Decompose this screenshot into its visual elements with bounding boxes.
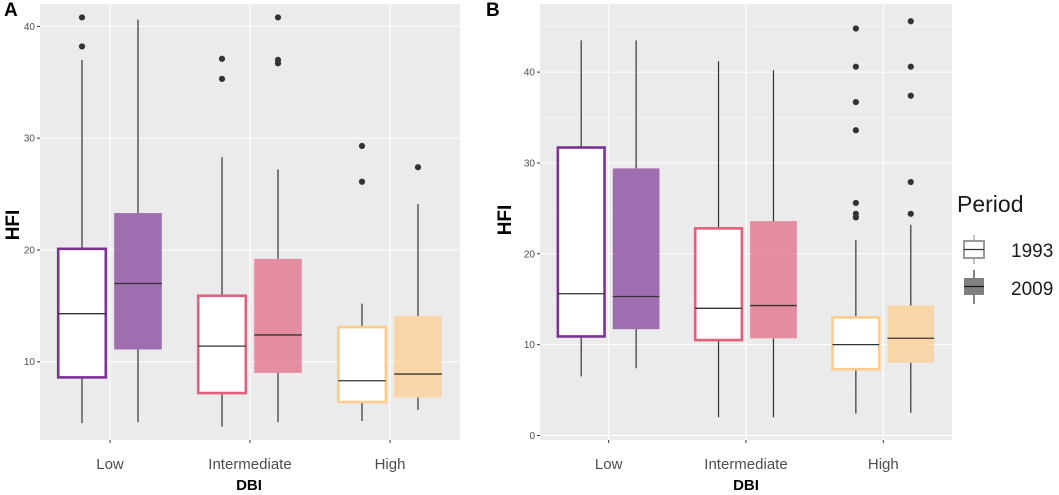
y-tick-label: 40 bbox=[524, 68, 536, 79]
iqr-box bbox=[750, 221, 797, 339]
y-tick-label: 30 bbox=[24, 134, 36, 145]
legend-label-2009: 2009 bbox=[1011, 279, 1053, 300]
x-axis-title-a: DBI bbox=[236, 477, 262, 494]
box-low-2009 bbox=[114, 19, 162, 423]
outlier-point bbox=[907, 18, 914, 25]
iqr-box bbox=[693, 227, 744, 342]
outlier-point bbox=[907, 92, 914, 99]
x-tick-label-low: Low bbox=[96, 456, 124, 473]
x-tick-label-intermediate: Intermediate bbox=[704, 456, 787, 473]
outlier-point bbox=[358, 178, 366, 185]
iqr-box bbox=[887, 305, 935, 363]
iqr-box bbox=[196, 294, 248, 395]
y-tick-label: 0 bbox=[529, 431, 535, 442]
outlier-point bbox=[852, 127, 859, 134]
legend-label-1993: 1993 bbox=[1011, 241, 1053, 262]
box-intermediate-2009 bbox=[750, 70, 797, 418]
iqr-box bbox=[336, 325, 388, 404]
box-high-1993 bbox=[336, 142, 388, 421]
box-intermediate-2009 bbox=[254, 14, 302, 423]
y-tick-label: 20 bbox=[524, 249, 536, 260]
box-intermediate-1993 bbox=[693, 61, 744, 418]
outlier-point bbox=[907, 210, 914, 217]
y-tick-label: 20 bbox=[24, 245, 36, 256]
box-high-1993 bbox=[831, 25, 881, 414]
iqr-box bbox=[556, 146, 606, 338]
outlier-point bbox=[274, 14, 282, 21]
outlier-point bbox=[907, 178, 914, 186]
panel-label-b: B bbox=[486, 0, 500, 21]
panel-label-a: A bbox=[4, 0, 18, 21]
outlier-point bbox=[274, 56, 282, 63]
box-high-2009 bbox=[394, 164, 442, 410]
x-tick-label-high: High bbox=[868, 456, 899, 473]
legend-title: Period bbox=[957, 191, 1023, 217]
outlier-point bbox=[852, 210, 859, 217]
outlier-point bbox=[852, 63, 859, 70]
y-axis-title-a: HFI bbox=[3, 210, 24, 241]
x-tick-label-intermediate: Intermediate bbox=[208, 456, 291, 473]
legend-key-1993 bbox=[963, 235, 985, 264]
y-tick-label: 30 bbox=[524, 158, 536, 169]
y-tick-label: 10 bbox=[524, 340, 536, 351]
y-axis-title-b: HFI bbox=[495, 205, 516, 236]
legend-key-2009 bbox=[964, 270, 984, 304]
outlier-point bbox=[358, 142, 366, 150]
panel-b: B HFI 0 10 20 30 40 Low Intermediate High DBI bbox=[486, 0, 952, 494]
x-tick-label-low: Low bbox=[595, 456, 623, 473]
y-tick-label: 40 bbox=[24, 22, 36, 33]
iqr-box bbox=[612, 168, 660, 330]
outlier-point bbox=[852, 25, 859, 32]
outlier-point bbox=[852, 199, 859, 207]
iqr-box bbox=[831, 316, 881, 371]
outlier-point bbox=[907, 63, 914, 70]
box-low-1993 bbox=[56, 14, 108, 424]
plot-area-b: 0 10 20 30 40 Low Intermediate High bbox=[524, 4, 952, 473]
outlier-point bbox=[414, 164, 422, 171]
y-tick-label: 10 bbox=[24, 357, 36, 368]
panel-a: A HFI 10 20 30 40 Low Intermediate High DBI bbox=[3, 0, 460, 494]
x-axis-title-b: DBI bbox=[733, 477, 759, 494]
plot-area-a: 10 20 30 40 Low Intermediate High bbox=[24, 4, 460, 473]
outlier-point bbox=[78, 14, 86, 21]
x-tick-label-high: High bbox=[375, 456, 406, 473]
outlier-point bbox=[78, 43, 86, 50]
box-intermediate-1993 bbox=[196, 55, 248, 427]
box-high-2009 bbox=[887, 18, 935, 413]
outlier-point bbox=[218, 55, 226, 62]
iqr-box bbox=[394, 315, 442, 398]
iqr-box bbox=[254, 258, 302, 373]
box-low-1993 bbox=[556, 40, 606, 377]
legend: Period 1993 2009 bbox=[957, 191, 1053, 304]
iqr-box bbox=[114, 213, 162, 350]
outlier-point bbox=[218, 75, 226, 83]
box-low-2009 bbox=[612, 40, 660, 369]
outlier-point bbox=[852, 99, 859, 106]
